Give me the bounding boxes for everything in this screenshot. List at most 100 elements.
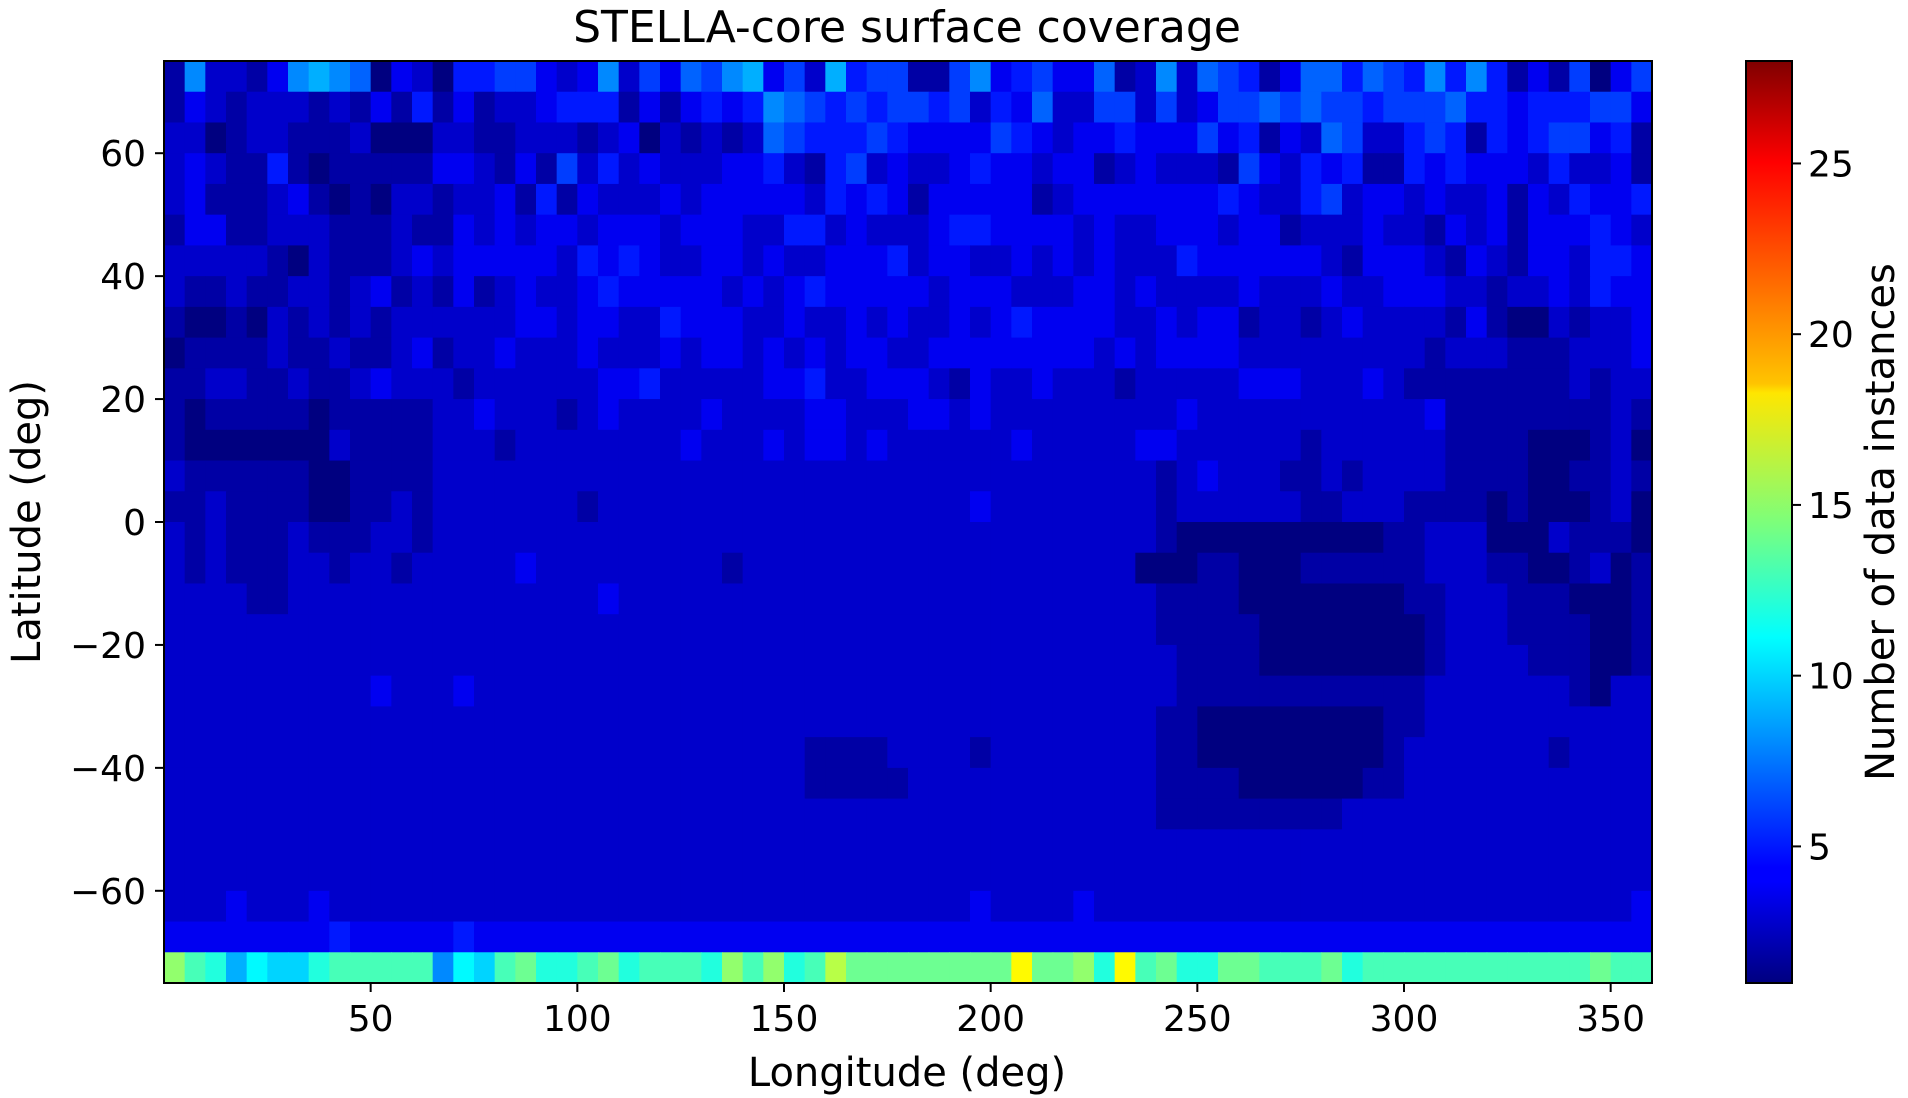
heatmap-cell (288, 614, 310, 646)
heatmap-cell (556, 767, 578, 800)
heatmap-cell (742, 706, 764, 738)
heatmap-cell (680, 91, 702, 124)
heatmap-cell (846, 706, 868, 738)
heatmap-cell (846, 276, 868, 308)
heatmap-cell (1424, 522, 1446, 554)
heatmap-cell (742, 491, 764, 523)
heatmap-cell (1404, 644, 1426, 677)
heatmap-cell (742, 183, 764, 216)
heatmap-cell (1590, 706, 1612, 738)
heatmap-cell (1032, 214, 1054, 246)
heatmap-cell (1548, 183, 1570, 216)
heatmap-cell (970, 337, 992, 369)
heatmap-cell (205, 91, 227, 124)
heatmap-cell (1610, 429, 1632, 462)
heatmap-cell (453, 737, 475, 769)
heatmap-cell (970, 214, 992, 246)
heatmap-cell (1486, 583, 1508, 615)
heatmap-cell (866, 921, 888, 953)
heatmap-cell (970, 183, 992, 216)
heatmap-cell (1610, 276, 1632, 308)
heatmap-cell (846, 368, 868, 400)
heatmap-cell (1404, 245, 1426, 277)
heatmap-cell (577, 153, 599, 185)
heatmap-cell (1280, 522, 1302, 554)
heatmap-cell (391, 122, 413, 154)
heatmap-cell (164, 952, 186, 984)
heatmap-cell (1404, 829, 1426, 861)
heatmap-cell (1300, 153, 1322, 185)
heatmap-cell (1424, 245, 1446, 277)
heatmap-cell (1466, 245, 1488, 277)
heatmap-cell (391, 153, 413, 185)
heatmap-cell (1280, 91, 1302, 124)
heatmap-cell (1342, 337, 1364, 369)
heatmap-cell (825, 583, 847, 615)
heatmap-cell (412, 183, 434, 216)
heatmap-cell (370, 829, 392, 861)
heatmap-cell (763, 952, 785, 984)
heatmap-cell (660, 860, 682, 892)
heatmap-cell (908, 183, 930, 216)
heatmap-cell (494, 429, 516, 462)
heatmap-cell (1280, 767, 1302, 800)
heatmap-cell (412, 767, 434, 800)
heatmap-cell (866, 153, 888, 185)
heatmap-cell (329, 183, 351, 216)
heatmap-cell (1424, 552, 1446, 585)
heatmap-cell (1404, 952, 1426, 984)
heatmap-cell (1280, 153, 1302, 185)
heatmap-cell (1362, 153, 1384, 185)
heatmap-cell (701, 276, 723, 308)
heatmap-cell (474, 214, 496, 246)
heatmap-cell (680, 245, 702, 277)
heatmap-cell (1300, 798, 1322, 830)
heatmap-cell (1507, 214, 1529, 246)
heatmap-cell (1321, 829, 1343, 861)
heatmap-cell (1486, 245, 1508, 277)
heatmap-cell (556, 890, 578, 923)
heatmap-cell (474, 552, 496, 585)
heatmap-cell (701, 737, 723, 769)
heatmap-cell (1404, 706, 1426, 738)
heatmap-cell (1569, 429, 1591, 462)
heatmap-cell (453, 61, 475, 93)
heatmap-cell (1590, 245, 1612, 277)
heatmap-cell (536, 153, 558, 185)
heatmap-cell (1486, 122, 1508, 154)
heatmap-cell (1321, 583, 1343, 615)
heatmap-cell (846, 829, 868, 861)
heatmap-cell (329, 921, 351, 953)
heatmap-cell (1052, 276, 1074, 308)
heatmap-cell (1507, 245, 1529, 277)
heatmap-cell (267, 491, 289, 523)
heatmap-cell (1321, 798, 1343, 830)
heatmap-cell (804, 644, 826, 677)
heatmap-cell (184, 522, 206, 554)
heatmap-cell (804, 306, 826, 339)
heatmap-cell (370, 153, 392, 185)
heatmap-cell (288, 798, 310, 830)
heatmap-cell (660, 767, 682, 800)
heatmap-cell (928, 183, 950, 216)
heatmap-cell (205, 306, 227, 339)
heatmap-cell (1631, 276, 1653, 308)
heatmap-cell (866, 429, 888, 462)
heatmap-cell (1466, 214, 1488, 246)
heatmap-cell (1631, 614, 1653, 646)
heatmap-cell (680, 491, 702, 523)
heatmap-cell (639, 183, 661, 216)
heatmap-cell (267, 860, 289, 892)
heatmap-cell (722, 552, 744, 585)
heatmap-cell (1445, 183, 1467, 216)
heatmap-cell (308, 61, 330, 93)
heatmap-cell (846, 183, 868, 216)
heatmap-cell (763, 429, 785, 462)
heatmap-cell (1218, 860, 1240, 892)
heatmap-cell (618, 491, 640, 523)
heatmap-cell (494, 921, 516, 953)
heatmap-cell (970, 767, 992, 800)
heatmap-cell (1507, 491, 1529, 523)
heatmap-cell (928, 368, 950, 400)
y-tick-label: −40 (70, 749, 146, 790)
